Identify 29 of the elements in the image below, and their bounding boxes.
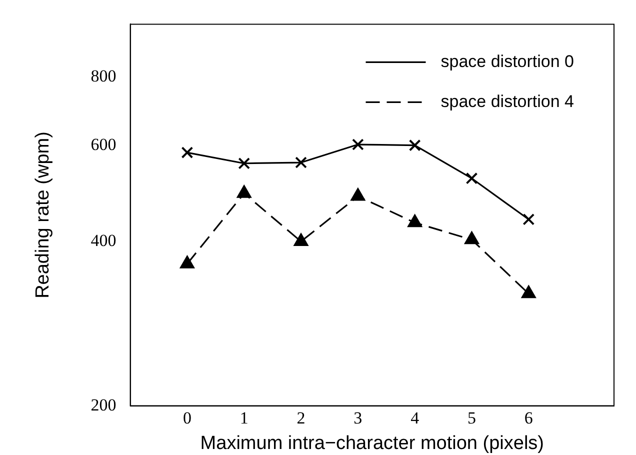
x-tick-label: 2 [296,408,306,428]
legend-label: space distortion 0 [440,52,574,71]
x-axis-title: Maximum intra−character motion (pixels) [200,432,544,454]
y-tick-label: 800 [90,66,116,86]
x-tick-label: 5 [467,408,476,428]
point [408,214,422,228]
point [350,188,365,201]
point [238,157,250,170]
point [352,138,364,150]
x-tick-label: 0 [182,408,192,428]
point [464,232,479,244]
x-tick-label: 6 [524,408,533,428]
point [522,286,536,298]
legend-label: space distortion 4 [440,92,574,111]
point [466,172,478,184]
y-axis-title: Reading rate (wpm) [32,132,54,298]
y-tick-label: 600 [90,134,116,154]
x-tick-label: 1 [240,408,248,428]
y-tick-label: 400 [90,230,116,250]
point [180,256,194,268]
point [408,139,421,152]
x-tick-label: 4 [410,408,420,428]
point [522,213,535,226]
point [295,156,307,168]
point [181,146,194,158]
x-tick-label: 3 [354,408,362,428]
y-tick-label: 200 [90,395,116,414]
point [294,233,308,246]
point [237,185,252,198]
